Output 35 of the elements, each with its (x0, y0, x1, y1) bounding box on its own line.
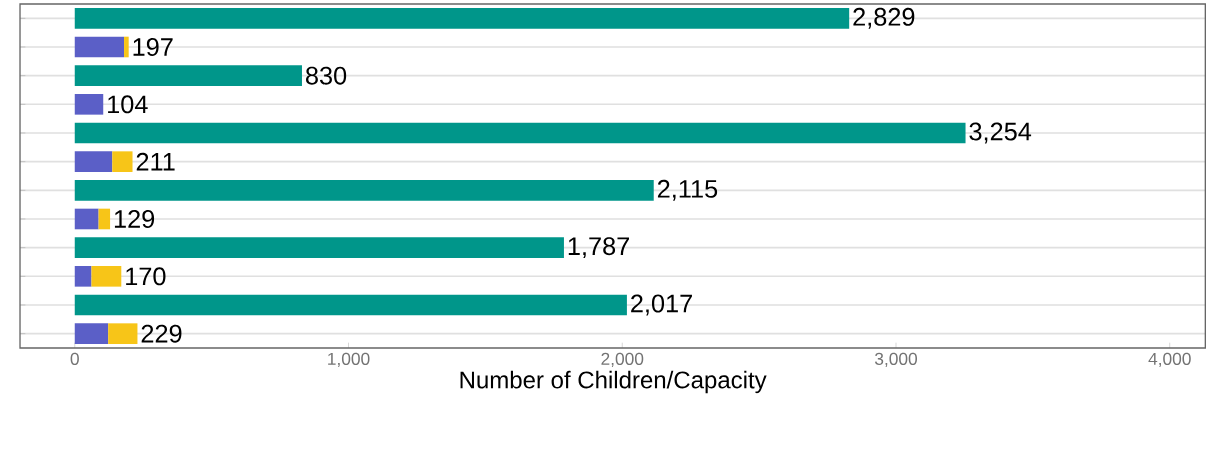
bar (74, 94, 104, 115)
x-tick-label: 3,000 (874, 352, 918, 368)
bar (74, 237, 564, 258)
bar (74, 180, 654, 201)
bar (124, 36, 129, 58)
bar (74, 36, 125, 58)
bar (74, 65, 302, 86)
x-axis-title: Number of Children/Capacity (460, 370, 767, 394)
total-label: 1,787 (568, 237, 629, 259)
total-label: 229 (141, 324, 182, 343)
bar (74, 266, 92, 287)
total-label: 830 (306, 66, 347, 85)
total-label: 129 (114, 210, 155, 228)
bar (112, 151, 133, 172)
x-tick-label: 0 (70, 352, 79, 365)
total-label: 2,829 (853, 7, 915, 29)
bar (74, 151, 113, 172)
x-tick-label: 4,000 (1148, 352, 1191, 368)
bar (74, 8, 850, 29)
x-tick-label: 2,000 (601, 352, 644, 368)
bar (74, 122, 966, 144)
total-label: 211 (136, 152, 175, 171)
total-label: 2,115 (657, 179, 718, 201)
bar (108, 323, 138, 344)
x-tick-label: 1,000 (328, 352, 370, 368)
bar (74, 294, 627, 316)
bar (74, 323, 109, 344)
total-label: 3,254 (969, 122, 1032, 144)
bar (98, 208, 111, 230)
bar (74, 208, 99, 230)
total-label: 2,017 (631, 294, 692, 316)
total-label: 170 (126, 267, 166, 286)
total-label: 104 (108, 95, 148, 114)
total-label: 197 (133, 38, 173, 56)
bar (91, 266, 122, 287)
